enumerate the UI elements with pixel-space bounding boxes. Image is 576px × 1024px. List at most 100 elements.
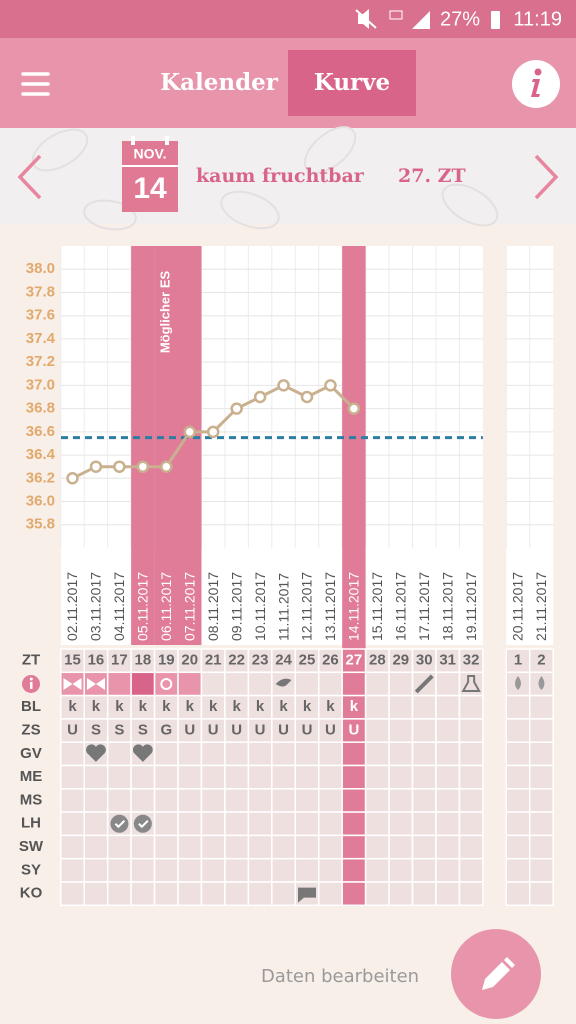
table-value: U (208, 722, 219, 739)
table-cell (364, 857, 390, 883)
table-cell (411, 788, 437, 813)
calendar-icon (122, 141, 178, 212)
table-value: 29 (392, 652, 409, 669)
table-cell (177, 671, 203, 697)
x-tick-label: 11.11.2017 (275, 573, 291, 641)
table-cell (247, 764, 273, 790)
edit-label[interactable]: Daten bearbeiten (261, 966, 419, 987)
table-value: 16 (88, 652, 105, 669)
table-value: k (232, 698, 241, 715)
sperm-icon (160, 677, 173, 690)
table-cell (224, 881, 250, 907)
prev-arrow[interactable] (17, 154, 42, 200)
tab-kalender[interactable]: Kalender (160, 69, 279, 96)
table-cell (200, 811, 226, 837)
fertile-band (178, 246, 202, 645)
table-cell (83, 788, 109, 813)
bird-icon (275, 678, 292, 687)
calendar-ring (131, 136, 135, 145)
table-cell (60, 764, 85, 790)
y-tick-label: 36.4 (26, 446, 56, 463)
table-cell (200, 764, 226, 790)
heart-icon (86, 744, 106, 762)
row-label: ME (20, 768, 43, 785)
table-cell (388, 811, 414, 837)
table-value: 28 (369, 652, 386, 669)
fertility-status: kaum fruchtbar (196, 165, 365, 187)
y-tick-label: 38.0 (26, 260, 55, 277)
table-cell (341, 811, 367, 837)
table-cell (271, 788, 297, 813)
table-value: 22 (228, 652, 245, 669)
table-cell (60, 857, 85, 883)
table-value: k (139, 698, 148, 715)
table-cell (294, 671, 320, 697)
temperature-point (160, 460, 173, 473)
table-cell (435, 694, 461, 720)
table-cell (388, 834, 414, 860)
temperature-point (66, 472, 79, 485)
menu-button[interactable] (21, 72, 50, 96)
x-tick-label: 20.11.2017 (510, 572, 526, 641)
table-value: U (184, 722, 195, 739)
table-cell (341, 741, 367, 767)
x-tick-label: 08.11.2017 (205, 572, 221, 641)
table-value: 18 (135, 652, 152, 669)
temperature-point (230, 402, 243, 415)
table-cell (364, 811, 390, 837)
table-cell (106, 671, 132, 697)
table-cell (528, 811, 554, 837)
table-cell (224, 811, 250, 837)
comment-icon (298, 887, 316, 903)
notes-icon-stem (30, 681, 33, 689)
table-value: 21 (205, 652, 222, 669)
table-cell (224, 788, 250, 813)
table-cell (435, 671, 461, 697)
table-cell (200, 741, 226, 767)
table-cell (200, 881, 226, 907)
row-label: ZS (21, 722, 40, 739)
table-cell (247, 671, 273, 697)
table-cell (317, 671, 343, 697)
table-cell (83, 811, 109, 837)
table-cell (247, 857, 273, 883)
table-cell (271, 857, 297, 883)
table-cell (294, 764, 320, 790)
edit-button[interactable] (451, 929, 541, 1019)
table-cell (411, 718, 437, 743)
table-cell (364, 694, 390, 720)
calendar-month: NOV. (134, 146, 167, 162)
table-cell (317, 741, 343, 767)
table-cell (411, 694, 437, 720)
table-cell (388, 764, 414, 790)
table-cell (458, 857, 484, 883)
table-cell (60, 788, 85, 813)
table-value: U (302, 722, 313, 739)
table-value: 27 (346, 652, 363, 669)
y-tick-label: 37.4 (26, 330, 56, 347)
table-cell (341, 857, 367, 883)
battery-icon (491, 11, 500, 29)
table-cell (364, 788, 390, 813)
tab-kurve[interactable]: Kurve (314, 69, 390, 96)
table-cell (528, 834, 554, 860)
table-value: 25 (299, 652, 316, 669)
table-cell (505, 764, 531, 790)
y-tick-label: 36.2 (26, 469, 55, 486)
table-value: k (279, 698, 288, 715)
table-cell (271, 834, 297, 860)
cycle-day: 27. ZT (398, 165, 466, 187)
table-cell (153, 834, 179, 860)
next-arrow[interactable] (534, 154, 559, 200)
check-mark (138, 820, 149, 829)
table-cell (130, 764, 156, 790)
info-button[interactable] (512, 60, 560, 108)
signal-icon (412, 11, 430, 29)
table-value: 19 (158, 652, 175, 669)
leaf-pattern (31, 126, 499, 231)
table-cell (505, 741, 531, 767)
table-cell (505, 788, 531, 813)
x-tick-label: 02.11.2017 (64, 572, 80, 641)
table-value: 15 (64, 652, 81, 669)
